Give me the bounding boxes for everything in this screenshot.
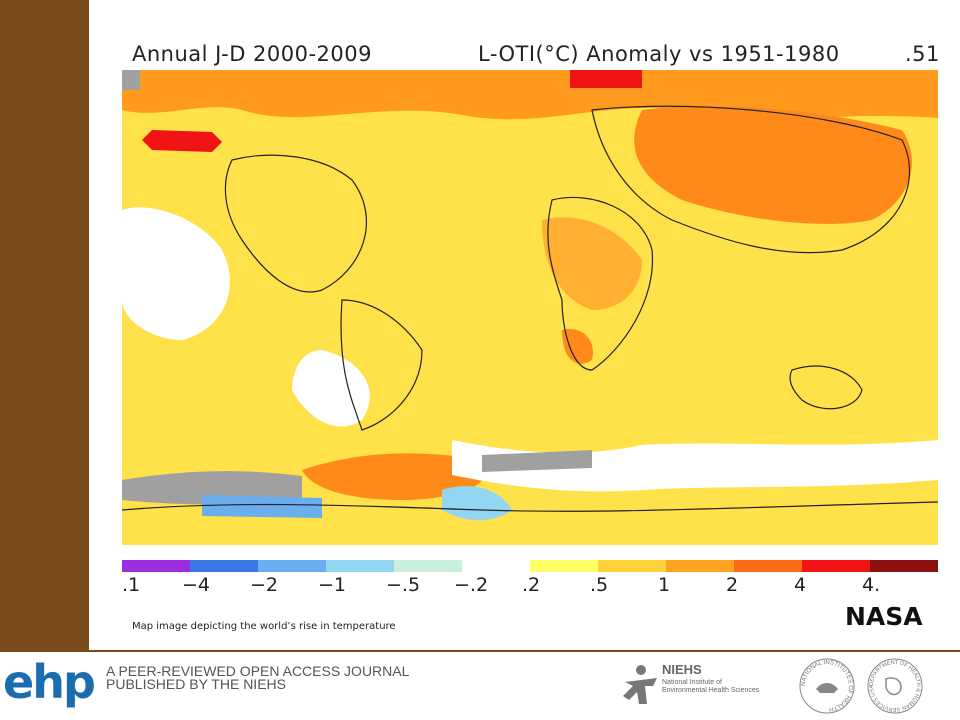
scale-label: −2	[250, 574, 279, 596]
scale-label: .1	[122, 574, 141, 596]
left-sidebar-band	[0, 0, 89, 650]
scale-label: −1	[318, 574, 347, 596]
map-title-period: Annual J-D 2000-2009	[132, 42, 373, 66]
niehs-full-name-line2: Environmental Health Sciences	[662, 687, 760, 694]
color-scale-bar	[122, 560, 938, 572]
scale-swatch	[598, 560, 666, 572]
color-scale-labels: .1 −4 −2 −1 −.5 −.2 .2 .5 1 2 4 4.	[122, 574, 952, 600]
image-credit: NASA	[845, 602, 923, 631]
niehs-full-name-line1: National Institute of	[662, 679, 722, 686]
hhs-seal-icon: DEPARTMENT OF HEALTH & HUMAN SERVICES US…	[867, 658, 923, 714]
scale-swatch	[258, 560, 326, 572]
map-title-mean: .51	[905, 42, 940, 66]
scale-swatch	[462, 560, 530, 572]
scale-label: 4.	[862, 574, 881, 596]
scale-swatch	[802, 560, 870, 572]
scale-label: 4	[794, 574, 807, 596]
scale-label: .2	[522, 574, 541, 596]
footer-divider	[0, 650, 960, 652]
niehs-full-name: National Institute of Environmental Heal…	[662, 679, 792, 695]
niehs-figure-icon	[623, 665, 657, 704]
map-caption: Map image depicting the world’s rise in …	[132, 621, 396, 632]
svg-text:DEPARTMENT OF HEALTH & HUMAN S: DEPARTMENT OF HEALTH & HUMAN SERVICES US…	[869, 660, 921, 712]
scale-swatch	[326, 560, 394, 572]
ehp-logo: ehp	[3, 655, 96, 709]
scale-swatch	[870, 560, 938, 572]
scale-label: 2	[726, 574, 739, 596]
nih-seal-icon: NATIONAL INSTITUTES OF HEALTH	[799, 658, 855, 714]
scale-swatch	[530, 560, 598, 572]
journal-tagline-line2: PUBLISHED BY THE NIEHS	[106, 676, 286, 692]
map-title-metric: L-OTI(°C) Anomaly vs 1951-1980	[478, 42, 840, 66]
scale-swatch	[666, 560, 734, 572]
scale-label: −.2	[454, 574, 489, 596]
scale-swatch	[190, 560, 258, 572]
scale-swatch	[122, 560, 190, 572]
niehs-name: NIEHS	[662, 662, 702, 677]
hhs-seal-text: DEPARTMENT OF HEALTH & HUMAN SERVICES US…	[869, 660, 921, 712]
journal-tagline: A PEER-REVIEWED OPEN ACCESS JOURNAL PUBL…	[106, 663, 486, 692]
scale-swatch	[734, 560, 802, 572]
journal-tagline-line1: A PEER-REVIEWED OPEN ACCESS JOURNAL	[106, 663, 410, 679]
scale-label: −4	[182, 574, 211, 596]
scale-swatch	[394, 560, 462, 572]
scale-label: −.5	[386, 574, 421, 596]
temperature-anomaly-map	[122, 70, 938, 545]
scale-label: 1	[658, 574, 671, 596]
scale-label: .5	[590, 574, 609, 596]
